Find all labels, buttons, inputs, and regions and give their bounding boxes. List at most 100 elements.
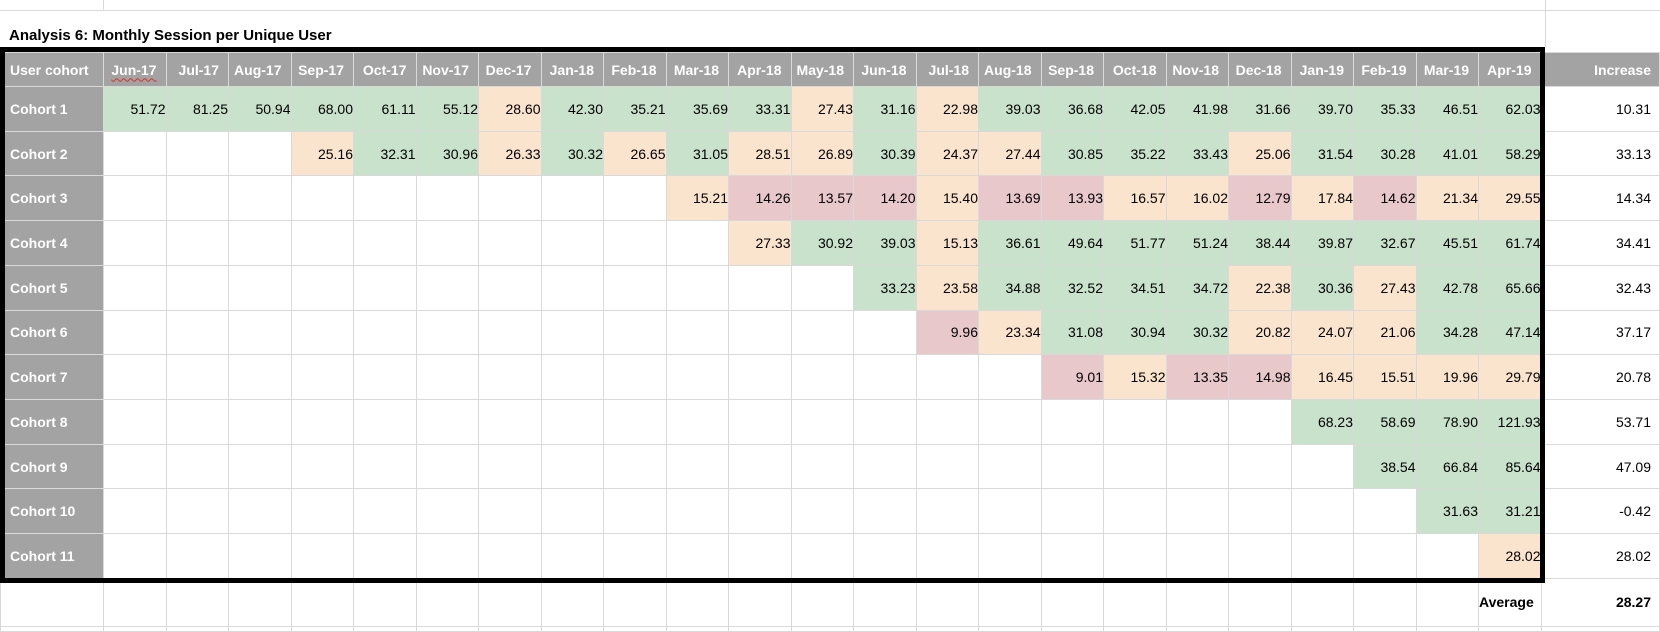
data-cell[interactable]: 17.84 bbox=[1290, 175, 1354, 222]
empty-cell[interactable] bbox=[103, 354, 167, 401]
data-cell[interactable]: 15.13 bbox=[915, 220, 979, 266]
empty-cell[interactable] bbox=[1228, 533, 1292, 579]
empty-cell[interactable] bbox=[978, 577, 1042, 627]
empty-cell[interactable] bbox=[1165, 577, 1229, 627]
data-cell[interactable]: 58.69 bbox=[1353, 399, 1417, 445]
data-cell[interactable]: 39.70 bbox=[1290, 86, 1354, 132]
empty-cell[interactable] bbox=[1290, 533, 1354, 579]
empty-cell[interactable] bbox=[915, 577, 979, 627]
data-cell[interactable]: 26.65 bbox=[603, 130, 667, 177]
data-cell[interactable]: 51.72 bbox=[103, 86, 167, 132]
data-cell[interactable]: 81.25 bbox=[165, 86, 229, 132]
empty-cell[interactable] bbox=[853, 488, 917, 535]
row-label[interactable]: Cohort 10 bbox=[0, 488, 104, 535]
increase-cell[interactable]: -0.42 bbox=[1540, 488, 1660, 535]
empty-cell[interactable] bbox=[728, 443, 792, 490]
data-cell[interactable]: 78.90 bbox=[1415, 399, 1479, 445]
data-cell[interactable]: 30.36 bbox=[1290, 264, 1354, 311]
data-cell[interactable]: 30.85 bbox=[1040, 130, 1104, 177]
empty-cell[interactable] bbox=[103, 399, 167, 445]
data-cell[interactable]: 34.28 bbox=[1415, 309, 1479, 356]
empty-cell[interactable] bbox=[915, 399, 979, 445]
increase-cell[interactable]: 37.17 bbox=[1540, 309, 1660, 356]
empty-cell[interactable] bbox=[665, 264, 729, 311]
empty-cell[interactable] bbox=[290, 443, 354, 490]
month-header[interactable]: Mar-19 bbox=[1415, 52, 1479, 87]
data-cell[interactable]: 45.51 bbox=[1415, 220, 1479, 266]
month-header[interactable]: Feb-19 bbox=[1353, 52, 1417, 87]
empty-cell[interactable] bbox=[603, 533, 667, 579]
data-cell[interactable]: 32.67 bbox=[1353, 220, 1417, 266]
empty-cell[interactable] bbox=[540, 443, 604, 490]
empty-cell[interactable] bbox=[915, 354, 979, 401]
empty-cell[interactable] bbox=[665, 443, 729, 490]
data-cell[interactable]: 30.92 bbox=[790, 220, 854, 266]
empty-cell[interactable] bbox=[1103, 625, 1167, 632]
row-label[interactable]: Cohort 11 bbox=[0, 533, 104, 579]
month-header[interactable]: Nov-18 bbox=[1165, 52, 1229, 87]
data-cell[interactable]: 66.84 bbox=[1415, 443, 1479, 490]
data-cell[interactable]: 30.39 bbox=[853, 130, 917, 177]
data-cell[interactable]: 15.51 bbox=[1353, 354, 1417, 401]
empty-cell[interactable] bbox=[728, 354, 792, 401]
empty-cell[interactable] bbox=[0, 577, 104, 627]
data-cell[interactable]: 31.16 bbox=[853, 86, 917, 132]
data-cell[interactable]: 33.23 bbox=[853, 264, 917, 311]
data-cell[interactable]: 28.51 bbox=[728, 130, 792, 177]
empty-cell[interactable] bbox=[540, 625, 604, 632]
empty-cell[interactable] bbox=[290, 220, 354, 266]
empty-cell[interactable] bbox=[540, 264, 604, 311]
empty-cell[interactable] bbox=[728, 488, 792, 535]
increase-cell[interactable]: 20.78 bbox=[1540, 354, 1660, 401]
empty-cell[interactable] bbox=[103, 488, 167, 535]
empty-cell[interactable] bbox=[540, 577, 604, 627]
data-cell[interactable]: 34.51 bbox=[1103, 264, 1167, 311]
increase-cell[interactable]: 53.71 bbox=[1540, 399, 1660, 445]
empty-cell[interactable] bbox=[603, 220, 667, 266]
data-cell[interactable]: 16.02 bbox=[1165, 175, 1229, 222]
empty-cell[interactable] bbox=[853, 443, 917, 490]
empty-cell[interactable] bbox=[353, 399, 417, 445]
data-cell[interactable]: 30.28 bbox=[1353, 130, 1417, 177]
data-cell[interactable]: 28.60 bbox=[478, 86, 542, 132]
increase-cell[interactable]: 47.09 bbox=[1540, 443, 1660, 490]
data-cell[interactable]: 31.08 bbox=[1040, 309, 1104, 356]
empty-cell[interactable] bbox=[103, 309, 167, 356]
empty-cell[interactable] bbox=[728, 533, 792, 579]
empty-cell[interactable] bbox=[603, 175, 667, 222]
increase-cell[interactable]: 28.02 bbox=[1540, 533, 1660, 579]
empty-cell[interactable] bbox=[478, 264, 542, 311]
empty-cell[interactable] bbox=[228, 309, 292, 356]
empty-cell[interactable] bbox=[1415, 577, 1479, 627]
empty-cell[interactable] bbox=[1353, 533, 1417, 579]
empty-cell[interactable] bbox=[165, 309, 229, 356]
empty-cell[interactable] bbox=[415, 577, 479, 627]
data-cell[interactable]: 26.89 bbox=[790, 130, 854, 177]
data-cell[interactable]: 39.03 bbox=[978, 86, 1042, 132]
empty-cell[interactable] bbox=[228, 264, 292, 311]
empty-cell[interactable] bbox=[228, 175, 292, 222]
data-cell[interactable]: 15.21 bbox=[665, 175, 729, 222]
empty-cell[interactable] bbox=[478, 175, 542, 222]
empty-cell[interactable] bbox=[790, 309, 854, 356]
empty-cell[interactable] bbox=[540, 175, 604, 222]
empty-cell[interactable] bbox=[978, 443, 1042, 490]
data-cell[interactable]: 34.88 bbox=[978, 264, 1042, 311]
data-cell[interactable]: 46.51 bbox=[1415, 86, 1479, 132]
data-cell[interactable]: 42.78 bbox=[1415, 264, 1479, 311]
empty-cell[interactable] bbox=[540, 533, 604, 579]
month-header[interactable]: Jul-17 bbox=[165, 52, 229, 87]
empty-cell[interactable] bbox=[1040, 488, 1104, 535]
data-cell[interactable]: 14.20 bbox=[853, 175, 917, 222]
month-header[interactable]: Mar-18 bbox=[665, 52, 729, 87]
empty-cell[interactable] bbox=[1165, 399, 1229, 445]
empty-cell[interactable] bbox=[1290, 625, 1354, 632]
row-label[interactable]: Cohort 3 bbox=[0, 175, 104, 222]
data-cell[interactable]: 31.05 bbox=[665, 130, 729, 177]
empty-cell[interactable] bbox=[540, 354, 604, 401]
data-cell[interactable]: 29.55 bbox=[1478, 175, 1542, 222]
empty-cell[interactable] bbox=[728, 264, 792, 311]
empty-cell[interactable] bbox=[1165, 533, 1229, 579]
empty-cell[interactable] bbox=[353, 220, 417, 266]
empty-cell[interactable] bbox=[1040, 625, 1104, 632]
